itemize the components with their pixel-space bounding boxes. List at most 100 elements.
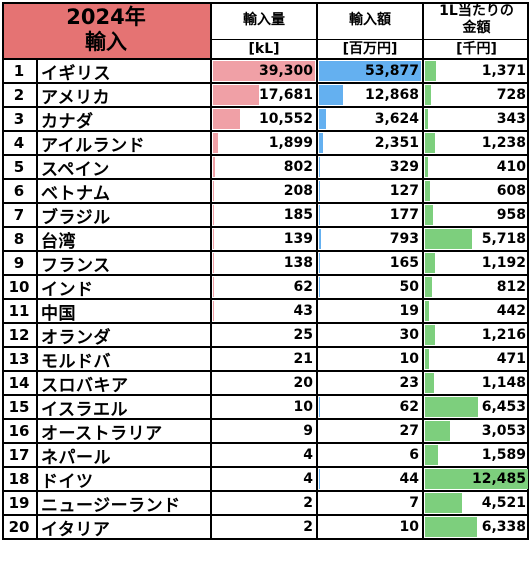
row-19-per-liter-text: 4,521: [481, 495, 526, 511]
row-17-rank-text: 17: [8, 446, 30, 464]
row-2-per-liter: 728: [424, 84, 529, 106]
row-17-country: ネパール: [38, 444, 210, 467]
row-3-per-liter-bar: [425, 109, 428, 129]
grid-hline: [2, 538, 529, 540]
unit-value: [百万円]: [342, 40, 398, 57]
row-20-per-liter-text: 6,338: [481, 519, 526, 535]
row-14-value-text: 23: [399, 375, 419, 391]
row-6-volume-bar: [213, 181, 214, 201]
row-5-value-bar: [319, 157, 320, 177]
row-17-volume: 4: [212, 444, 316, 466]
row-1-value-text: 53,877: [364, 63, 419, 79]
row-13-per-liter-text: 471: [496, 351, 526, 367]
row-3-value-bar: [319, 109, 326, 129]
grid-hline: [210, 39, 529, 40]
grid-hline: [2, 442, 529, 444]
row-2-value-bar: [319, 85, 344, 105]
row-15-value-text: 62: [399, 399, 419, 415]
row-12-volume: 25: [212, 324, 316, 346]
row-12-per-liter-text: 1,216: [481, 327, 526, 343]
row-12-per-liter-bar: [425, 325, 436, 345]
row-8-country: 台湾: [38, 228, 210, 251]
grid-hline: [2, 130, 529, 132]
row-9-country-text: フランス: [41, 255, 111, 275]
row-11-rank-text: 11: [8, 302, 30, 320]
row-9-value: 165: [318, 252, 422, 274]
grid-hline: [2, 298, 529, 300]
import-ranking-table: 2024年 輸入 輸入量 輸入額 1L当たりの 金額 [kL] [百万円] [千…: [2, 2, 529, 540]
row-11-rank: 11: [2, 300, 36, 322]
row-16-per-liter-bar: [425, 421, 451, 441]
row-16-volume-text: 9: [303, 423, 313, 439]
row-18-value: 44: [318, 468, 422, 490]
row-3-per-liter-text: 343: [496, 111, 526, 127]
row-2-rank-text: 2: [13, 86, 25, 104]
row-7-per-liter-bar: [425, 205, 433, 225]
row-4-rank-text: 4: [13, 134, 25, 152]
row-20-rank: 20: [2, 516, 36, 538]
row-10-per-liter-text: 812: [496, 279, 526, 295]
grid-vline: [2, 2, 4, 540]
row-14-value: 23: [318, 372, 422, 394]
row-2-value: 12,868: [318, 84, 422, 106]
row-15-per-liter-bar: [425, 397, 479, 417]
row-19-rank-text: 19: [8, 494, 30, 512]
row-1-value: 53,877: [318, 60, 422, 82]
row-4-per-liter-text: 1,238: [481, 135, 526, 151]
row-20-per-liter: 6,338: [424, 516, 529, 538]
row-5-country: スペイン: [38, 156, 210, 179]
row-3-volume-bar: [213, 109, 241, 129]
row-8-volume: 139: [212, 228, 316, 250]
row-10-country-text: インド: [41, 279, 94, 299]
grid-hline: [2, 322, 529, 324]
grid-hline: [2, 514, 529, 516]
row-14-per-liter-bar: [425, 373, 435, 393]
row-6-value-text: 127: [389, 183, 419, 199]
header-per-liter-line1: 1L当たりの: [439, 3, 514, 19]
row-13-volume-text: 21: [293, 351, 313, 367]
row-9-volume: 138: [212, 252, 316, 274]
row-5-country-text: スペイン: [41, 159, 110, 179]
row-17-value: 6: [318, 444, 422, 466]
row-9-volume-text: 138: [283, 255, 313, 271]
row-9-value-text: 165: [389, 255, 419, 271]
row-20-country-text: イタリア: [41, 519, 111, 539]
row-19-per-liter: 4,521: [424, 492, 529, 514]
row-5-rank-text: 5: [13, 158, 25, 176]
row-6-value: 127: [318, 180, 422, 202]
row-11-value: 19: [318, 300, 422, 322]
row-3-per-liter: 343: [424, 108, 529, 130]
grid-vline: [527, 2, 529, 540]
row-14-rank-text: 14: [8, 374, 30, 392]
row-20-per-liter-bar: [425, 517, 478, 537]
row-1-per-liter-bar: [425, 61, 437, 81]
title-year: 2024年: [66, 5, 146, 29]
row-5-value: 329: [318, 156, 422, 178]
row-3-volume-text: 10,552: [258, 111, 313, 127]
row-5-rank: 5: [2, 156, 36, 178]
row-5-per-liter: 410: [424, 156, 529, 178]
header-volume: 輸入量: [243, 11, 285, 28]
row-4-value: 2,351: [318, 132, 422, 154]
row-6-per-liter-bar: [425, 181, 431, 201]
row-12-country-text: オランダ: [41, 327, 111, 347]
row-8-rank: 8: [2, 228, 36, 250]
row-10-volume: 62: [212, 276, 316, 298]
grid-hline: [2, 466, 529, 468]
row-2-rank: 2: [2, 84, 36, 106]
row-7-rank: 7: [2, 204, 36, 226]
row-15-volume-text: 10: [293, 399, 313, 415]
row-13-country-text: モルドバ: [41, 351, 111, 371]
row-8-country-text: 台湾: [41, 231, 76, 251]
row-1-country-text: イギリス: [41, 63, 111, 83]
row-1-volume-text: 39,300: [258, 63, 313, 79]
row-17-per-liter: 1,589: [424, 444, 529, 466]
unit-per-liter: [千円]: [456, 40, 497, 57]
row-12-per-liter: 1,216: [424, 324, 529, 346]
row-2-volume: 17,681: [212, 84, 316, 106]
row-2-per-liter-text: 728: [496, 87, 526, 103]
row-6-rank-text: 6: [13, 182, 25, 200]
row-16-value-text: 27: [399, 423, 419, 439]
row-18-value-text: 44: [399, 471, 419, 487]
row-18-volume-text: 4: [303, 471, 313, 487]
